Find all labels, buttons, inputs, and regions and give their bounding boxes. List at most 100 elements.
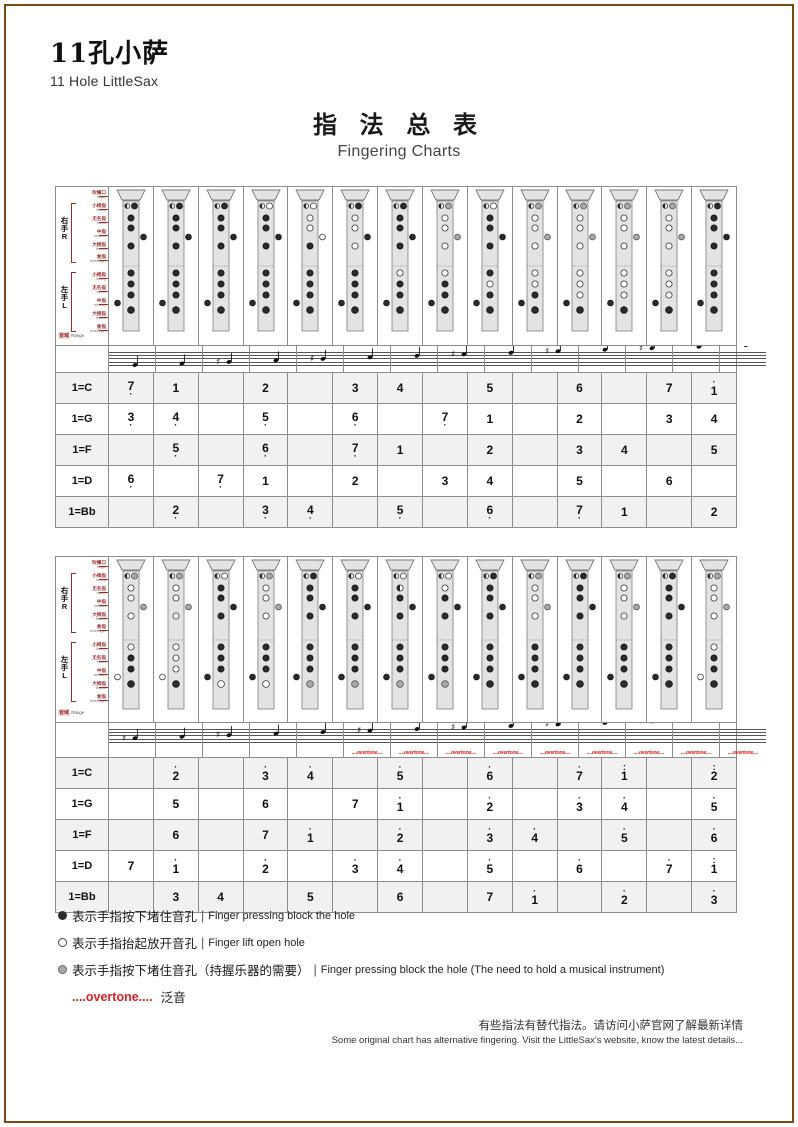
hole-side-upper bbox=[409, 603, 416, 611]
instrument-cell[interactable] bbox=[558, 187, 603, 345]
instrument-cell[interactable] bbox=[109, 187, 154, 345]
staff-note-cell[interactable]: ....overtone.... bbox=[485, 723, 532, 757]
finger-label-en: lonley bbox=[96, 647, 106, 652]
instrument-cell[interactable] bbox=[423, 187, 468, 345]
label-leader-line bbox=[99, 330, 108, 331]
staff-note-cell[interactable] bbox=[250, 723, 297, 757]
hole-5 bbox=[306, 654, 314, 662]
finger-label-en: thumb bbox=[95, 316, 106, 321]
diagram-row-2: 吹嘴口 bugle 小拇指 lonley 无名指 fourth 中指 medius 大拇指 thu… bbox=[56, 557, 736, 723]
instrument-cell[interactable] bbox=[244, 557, 289, 722]
hole-1 bbox=[396, 584, 404, 592]
note-head bbox=[508, 723, 514, 728]
staff-note-cell[interactable]: ♯ ....overtone.... bbox=[344, 723, 391, 757]
staff-cells-1: ♯ ♯ ♯ ♯ ♯ bbox=[109, 346, 766, 372]
staff-note-cell[interactable]: ♯ bbox=[203, 346, 250, 372]
instrument-cell[interactable] bbox=[378, 187, 424, 345]
staff-note-cell[interactable] bbox=[673, 346, 720, 372]
instrument-cell[interactable] bbox=[602, 557, 648, 722]
note-number: 6 bbox=[486, 502, 494, 517]
staff-note-cell[interactable] bbox=[250, 346, 297, 372]
staff-note-cell[interactable] bbox=[344, 346, 391, 372]
staff-note-cell[interactable]: ♯ ....overtone.... bbox=[532, 723, 579, 757]
note-number-cell bbox=[512, 373, 558, 403]
hole-3 bbox=[127, 612, 135, 620]
hole-mouth-left bbox=[393, 573, 400, 579]
note-number-cell bbox=[512, 758, 558, 788]
staff-note-cell[interactable]: ♯ bbox=[109, 723, 156, 757]
instrument-cell[interactable] bbox=[647, 557, 693, 722]
staff-note-cell[interactable] bbox=[720, 346, 766, 372]
staff-note-cell[interactable] bbox=[109, 346, 156, 372]
instrument-cell[interactable] bbox=[333, 187, 379, 345]
instrument-cell[interactable] bbox=[199, 557, 244, 722]
label-leader-line bbox=[99, 291, 108, 292]
note-number: 2 bbox=[172, 502, 180, 517]
staff-note-cell[interactable] bbox=[297, 723, 344, 757]
octave-dot-above: · bbox=[308, 761, 312, 772]
note-number-cell: 6 · bbox=[333, 404, 379, 434]
range-label: 音域 Range bbox=[58, 324, 84, 342]
staff-note-cell[interactable]: ♯ ....overtone.... bbox=[720, 723, 766, 757]
note-head bbox=[555, 349, 561, 354]
staff-note-cell[interactable]: ♯ bbox=[438, 346, 485, 372]
note-number-cell: 5 · bbox=[378, 497, 424, 527]
instrument-diagram bbox=[697, 559, 730, 710]
instrument-cell[interactable] bbox=[109, 557, 154, 722]
staff-note-cell[interactable] bbox=[579, 346, 626, 372]
instrument-cell[interactable] bbox=[513, 557, 558, 722]
octave-dot-above: · bbox=[578, 792, 582, 803]
staff-note-cell[interactable]: ♯ bbox=[203, 723, 250, 757]
instrument-cell[interactable] bbox=[468, 187, 513, 345]
instrument-diagram bbox=[517, 189, 551, 332]
overtone-marker: ....overtone.... bbox=[351, 750, 383, 756]
note-glyph bbox=[179, 354, 185, 366]
staff-note-cell[interactable]: ♯ ....overtone.... bbox=[626, 723, 673, 757]
instrument-cell[interactable] bbox=[692, 557, 736, 722]
instrument-cell[interactable] bbox=[288, 187, 334, 345]
instrument-cell[interactable] bbox=[154, 557, 199, 722]
instrument-cell[interactable] bbox=[154, 187, 199, 345]
instrument-cell[interactable] bbox=[513, 187, 558, 345]
staff-note-cell[interactable]: ....overtone.... bbox=[391, 723, 438, 757]
staff-note-cell[interactable] bbox=[156, 723, 203, 757]
sharp-accidental: ♯ bbox=[216, 358, 220, 368]
instrument-cell[interactable] bbox=[199, 187, 244, 345]
hole-side-lower bbox=[114, 673, 121, 681]
hole-bell bbox=[530, 306, 539, 314]
note-number-cell bbox=[512, 789, 558, 819]
hole-3 bbox=[620, 612, 628, 620]
hole-mouth-right bbox=[445, 572, 452, 580]
instrument-diagram bbox=[607, 189, 641, 332]
staff-note-cell[interactable]: ♯ ....overtone.... bbox=[438, 723, 485, 757]
sharp-accidental: ♯ bbox=[545, 723, 549, 730]
instrument-cell[interactable] bbox=[647, 187, 693, 345]
instrument-cell[interactable] bbox=[333, 557, 379, 722]
instrument-cell[interactable] bbox=[378, 557, 424, 722]
instrument-cell[interactable] bbox=[244, 187, 289, 345]
staff-note-cell[interactable]: ♯ bbox=[532, 346, 579, 372]
note-head bbox=[508, 350, 514, 355]
octave-dot-above: : bbox=[712, 854, 716, 865]
hole-side-upper bbox=[319, 603, 327, 611]
instrument-cell[interactable] bbox=[468, 557, 513, 722]
hole-mouth-left bbox=[662, 573, 669, 579]
instrument-cell[interactable] bbox=[558, 557, 603, 722]
octave-dot-below: · bbox=[174, 419, 178, 430]
staff-note-cell[interactable] bbox=[391, 346, 438, 372]
staff-note-cell[interactable]: ....overtone.... bbox=[579, 723, 626, 757]
instrument-cell[interactable] bbox=[288, 557, 334, 722]
note-number: 1 bbox=[710, 383, 718, 398]
staff-note-cell[interactable]: ....overtone.... bbox=[673, 723, 720, 757]
hole-3 bbox=[172, 242, 180, 250]
note-head bbox=[555, 723, 561, 727]
note-head bbox=[743, 346, 749, 348]
staff-note-cell[interactable]: ♯ bbox=[297, 346, 344, 372]
legend-text-cn: 表示手指按下堵住音孔（持握乐器的需要） bbox=[72, 964, 310, 978]
staff-note-cell[interactable] bbox=[156, 346, 203, 372]
instrument-cell[interactable] bbox=[692, 187, 736, 345]
instrument-cell[interactable] bbox=[602, 187, 648, 345]
staff-note-cell[interactable]: ♯ bbox=[626, 346, 673, 372]
staff-note-cell[interactable] bbox=[485, 346, 532, 372]
instrument-cell[interactable] bbox=[423, 557, 468, 722]
